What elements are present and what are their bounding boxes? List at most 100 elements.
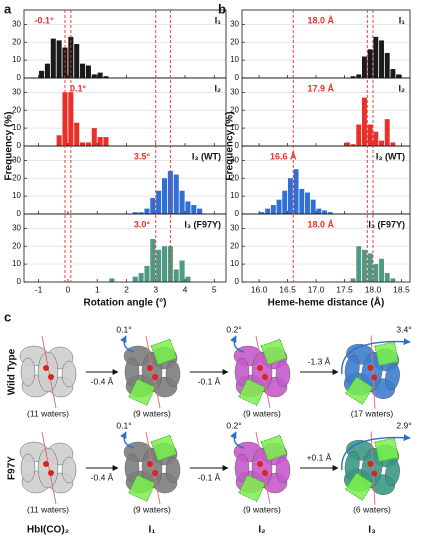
series-label: I₃ (WT): [376, 151, 405, 161]
panel-label: c: [4, 309, 11, 324]
x-tick-label: 3: [153, 284, 158, 294]
water-count: (11 waters): [27, 408, 69, 418]
bar: [356, 74, 362, 78]
state-label: HbI(CO)₂: [27, 525, 69, 536]
bar: [270, 205, 276, 214]
x-tick-label: 5: [212, 284, 217, 294]
heme: [43, 365, 49, 371]
heme-plane: [128, 378, 156, 406]
bar: [361, 56, 367, 78]
protein: [19, 335, 77, 409]
bar: [373, 36, 379, 78]
bar: [56, 135, 62, 146]
helix-bundle: [37, 447, 59, 489]
heme: [43, 461, 49, 467]
rotation-arrow: [341, 434, 411, 471]
bar: [62, 92, 68, 146]
bar: [197, 208, 203, 214]
bar: [138, 212, 144, 214]
series-label: I₁: [215, 15, 222, 25]
x-axis-label: Rotation angle (°): [84, 298, 167, 309]
bar: [185, 201, 191, 214]
helix-bundle: [61, 456, 77, 484]
y-tick-label: 20: [230, 173, 239, 182]
bar: [74, 122, 80, 146]
bar: [384, 52, 390, 78]
water-count: (6 waters): [353, 504, 391, 514]
helix-bundle: [234, 357, 250, 387]
helix-bundle: [385, 363, 400, 391]
heme: [152, 374, 158, 380]
y-tick-label: 20: [12, 173, 21, 182]
protein: [19, 431, 77, 505]
rotation-angle: 2.9°: [396, 420, 411, 430]
heme: [257, 365, 263, 371]
heme-plane: [260, 434, 288, 462]
bar: [282, 190, 288, 214]
heme: [147, 461, 153, 467]
shift-label: +0.1 Å: [307, 452, 332, 462]
shift-label: -0.4 Å: [91, 472, 114, 482]
y-tick-label: 0: [17, 209, 22, 218]
x-tick-label: 17.0: [308, 284, 325, 294]
bar: [191, 205, 197, 214]
y-tick-label: 10: [230, 55, 239, 64]
bar: [276, 199, 282, 214]
y-tick-label: 20: [230, 241, 239, 250]
annotation: 3.5°: [134, 151, 151, 161]
series-label: I₂: [215, 83, 222, 93]
bar: [161, 178, 168, 214]
bar: [39, 70, 45, 78]
bar: [103, 137, 109, 146]
helix-bundle: [37, 351, 59, 393]
bar: [356, 124, 362, 146]
rotation-angle: 0.2°: [226, 420, 241, 430]
heme-plane: [344, 471, 374, 501]
bar: [310, 199, 316, 214]
bar: [132, 212, 138, 214]
y-tick-label: 0: [17, 73, 22, 82]
axis-line: [145, 431, 161, 505]
bar: [390, 69, 396, 78]
bar: [85, 142, 91, 146]
state-label: I₃: [368, 525, 376, 536]
x-tick-label: 4: [183, 284, 188, 294]
helix-bundle: [124, 357, 140, 387]
shift-label: -1.3 Å: [308, 356, 331, 366]
rotation-angle: 0.1°: [116, 420, 131, 430]
y-tick-label: 0: [235, 73, 240, 82]
y-tick-label: 20: [230, 105, 239, 114]
x-tick-label: 18.5: [393, 284, 410, 294]
bar: [350, 76, 356, 78]
axis-line: [255, 431, 271, 505]
bar: [44, 63, 50, 78]
heme-plane: [150, 434, 178, 462]
annotation: 16.6 Å: [270, 151, 297, 161]
heme: [367, 364, 374, 371]
bar: [379, 258, 384, 282]
y-tick-label: 30: [230, 87, 239, 96]
axis-line: [41, 431, 57, 505]
y-tick-label: 20: [12, 105, 21, 114]
y-tick-label: 0: [17, 141, 22, 150]
shift-label: -0.1 Å: [198, 376, 221, 386]
helix-bundle: [20, 357, 36, 387]
bar: [80, 63, 86, 78]
bar: [80, 142, 86, 146]
rotation-arrow: [120, 431, 135, 449]
bar: [322, 210, 328, 214]
bar: [68, 92, 74, 146]
state-label: I₁: [149, 525, 156, 536]
bar: [350, 144, 356, 146]
y-tick-label: 30: [230, 155, 239, 164]
rotation-arrow: [341, 338, 411, 375]
helix-bundle: [234, 453, 250, 483]
water-count: (11 waters): [27, 504, 69, 514]
bar: [379, 140, 384, 146]
series-label: I₂: [399, 83, 406, 93]
annotation: -0.1°: [34, 15, 54, 25]
heme: [371, 374, 378, 381]
heme-plane: [150, 338, 178, 366]
bar: [316, 208, 322, 214]
annotation: 18.0 Å: [307, 219, 334, 229]
